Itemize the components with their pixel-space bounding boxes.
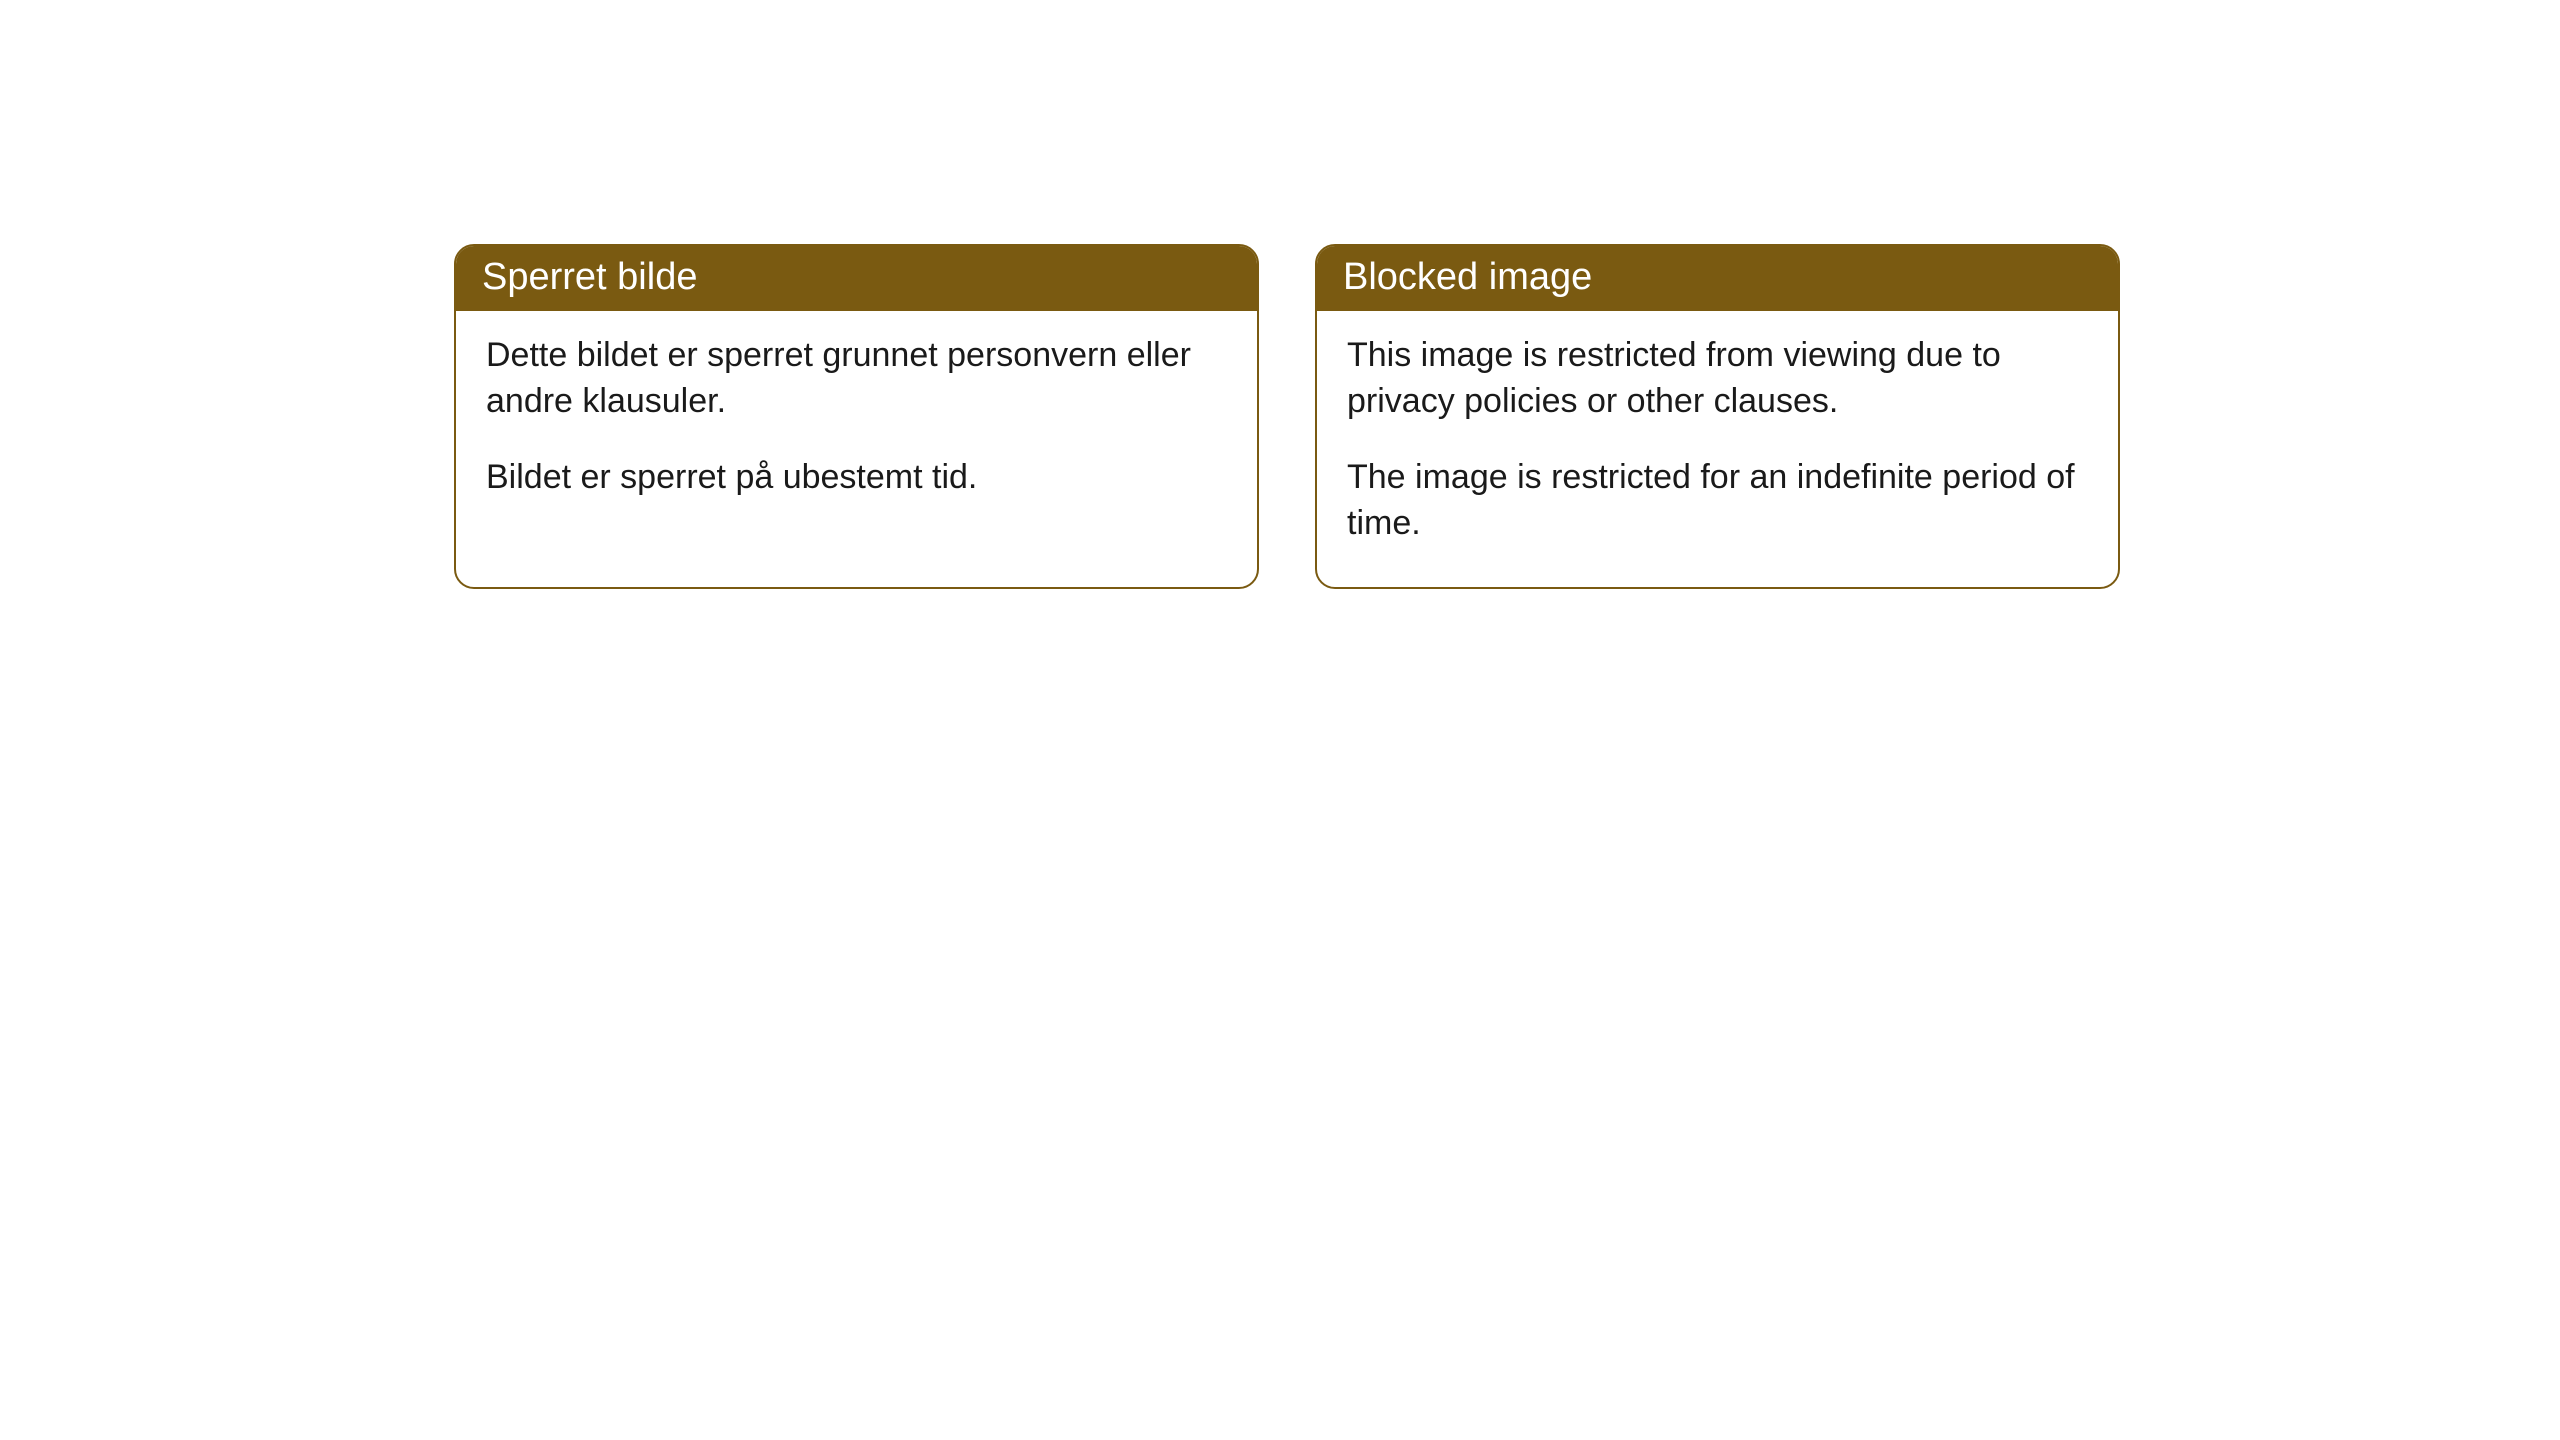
card-paragraph-2-no: Bildet er sperret på ubestemt tid.: [486, 455, 1227, 501]
card-body-en: This image is restricted from viewing du…: [1317, 311, 2118, 587]
card-header-no: Sperret bilde: [456, 246, 1257, 311]
card-title-en: Blocked image: [1343, 256, 1592, 298]
card-paragraph-1-no: Dette bildet er sperret grunnet personve…: [486, 333, 1227, 425]
blocked-image-card-en: Blocked image This image is restricted f…: [1315, 244, 2120, 589]
notice-cards-container: Sperret bilde Dette bildet er sperret gr…: [0, 0, 2560, 589]
blocked-image-card-no: Sperret bilde Dette bildet er sperret gr…: [454, 244, 1259, 589]
card-header-en: Blocked image: [1317, 246, 2118, 311]
card-paragraph-2-en: The image is restricted for an indefinit…: [1347, 455, 2088, 547]
card-title-no: Sperret bilde: [482, 256, 697, 298]
card-body-no: Dette bildet er sperret grunnet personve…: [456, 311, 1257, 541]
card-paragraph-1-en: This image is restricted from viewing du…: [1347, 333, 2088, 425]
